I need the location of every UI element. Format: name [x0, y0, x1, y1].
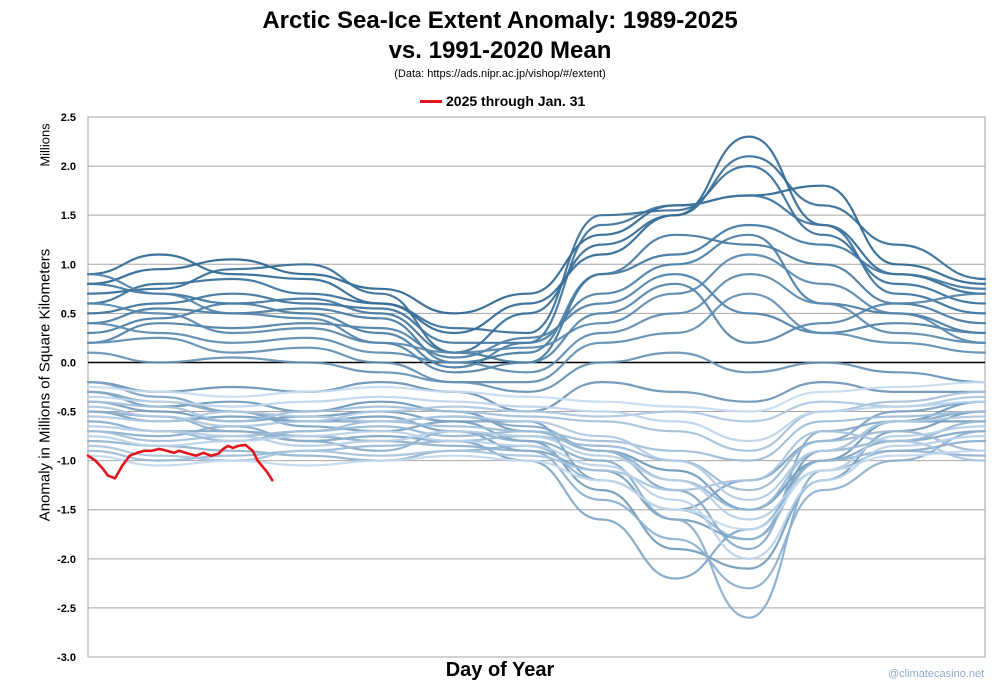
series-line [86, 395, 987, 443]
y-tick-label: 2.5 [61, 112, 76, 124]
series-line [86, 430, 987, 492]
series-line [86, 155, 987, 354]
chart-subtitle: (Data: https://ads.nipr.ac.jp/vishop/#/e… [394, 68, 606, 80]
series-line [86, 253, 987, 354]
series-line [86, 273, 987, 374]
highlight-series [86, 443, 274, 482]
series-line [86, 381, 987, 413]
y-tick-label: -1.5 [57, 505, 76, 517]
series-line [86, 292, 987, 384]
x-axis-label: Day of Year [445, 659, 555, 681]
y-tick-label: -3.0 [57, 652, 76, 664]
series-line [86, 420, 987, 580]
y-tick-label: -1.0 [57, 456, 76, 468]
chart-title-line2: vs. 1991-2020 Mean [388, 37, 612, 64]
series-lines [86, 135, 987, 619]
series-line [86, 273, 987, 374]
series-line [86, 410, 987, 501]
y-tick-label: -2.0 [57, 554, 76, 566]
legend-swatch-2025 [420, 99, 442, 103]
series-line [86, 351, 987, 393]
y-tick-label: 1.5 [61, 210, 76, 222]
series-line [86, 430, 987, 560]
y-tick-label: 2.0 [61, 161, 76, 173]
series-line [86, 395, 987, 428]
chart-legend: 2025 through Jan. 31 [420, 93, 585, 109]
legend-label-2025: 2025 through Jan. 31 [446, 93, 586, 109]
y-tick-labels: 2.5 2.0 1.5 1.0 0.5 0.0 -0.5 -1.0 -1.5 -2.0 -2.5 -3… [57, 112, 76, 664]
y-tick-label: -0.5 [57, 407, 76, 419]
series-line [86, 410, 987, 590]
credit-watermark: @climatecasino.net [888, 668, 985, 680]
y-tick-label: -2.5 [57, 603, 76, 615]
series-line [86, 449, 987, 531]
chart-title: Arctic Sea-Ice Extent Anomaly: 1989-2025 [262, 7, 738, 34]
series-line [86, 439, 987, 541]
y-tick-label: 0.0 [61, 357, 76, 369]
y-tick-label: 1.0 [61, 259, 76, 271]
series-line [86, 184, 987, 315]
series-line [86, 165, 987, 335]
series-line [86, 194, 987, 344]
y-tick-label: 0.5 [61, 308, 76, 320]
series-line-2025 [86, 443, 274, 482]
series-line [86, 273, 987, 359]
